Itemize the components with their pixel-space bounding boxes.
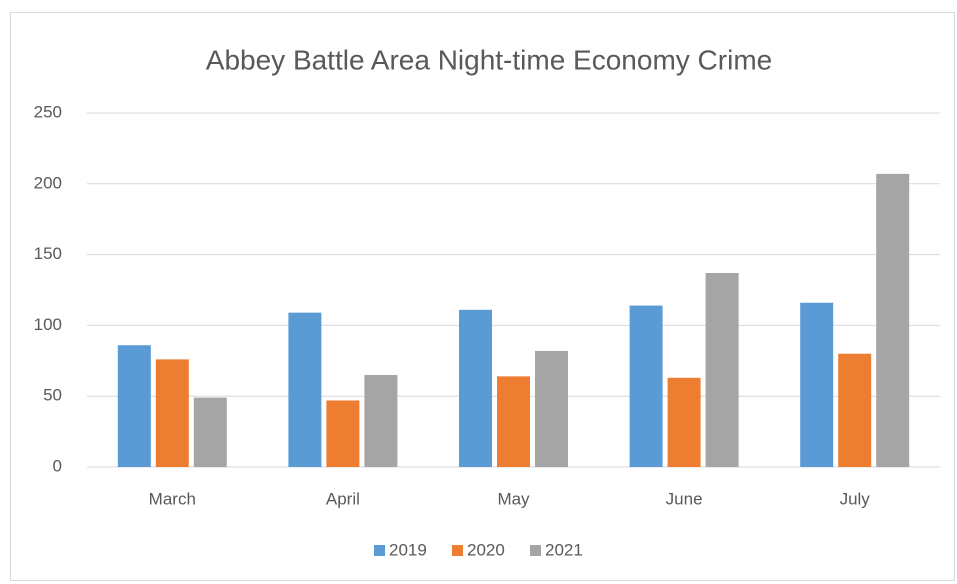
legend-swatch xyxy=(530,545,541,556)
bar xyxy=(838,353,872,467)
chart-border xyxy=(10,12,955,581)
bar xyxy=(535,350,568,467)
legend-swatch xyxy=(452,545,463,556)
bar xyxy=(117,345,151,467)
bar xyxy=(629,305,663,467)
y-tick-label: 250 xyxy=(34,102,62,121)
legend-label: 2019 xyxy=(389,540,427,559)
bar xyxy=(705,273,739,467)
x-tick-label: March xyxy=(149,489,196,508)
bar xyxy=(876,173,910,467)
bar xyxy=(667,377,701,467)
bar xyxy=(326,400,360,467)
legend-label: 2020 xyxy=(467,540,505,559)
y-tick-label: 100 xyxy=(34,315,62,334)
legend-swatch xyxy=(374,545,385,556)
bar xyxy=(459,309,492,467)
bar xyxy=(497,376,530,467)
y-tick-label: 150 xyxy=(34,244,62,263)
bar xyxy=(155,359,189,467)
chart-title: Abbey Battle Area Night-time Economy Cri… xyxy=(206,44,772,75)
legend-label: 2021 xyxy=(545,540,583,559)
bar xyxy=(288,312,322,467)
y-tick-label: 0 xyxy=(53,456,62,475)
bar xyxy=(364,374,398,467)
bar xyxy=(800,302,834,467)
bar xyxy=(193,397,227,467)
y-tick-label: 200 xyxy=(34,173,62,192)
x-tick-label: April xyxy=(326,489,360,508)
x-tick-label: May xyxy=(497,489,530,508)
x-tick-label: July xyxy=(840,489,871,508)
x-tick-label: June xyxy=(666,489,703,508)
y-tick-label: 50 xyxy=(43,386,62,405)
